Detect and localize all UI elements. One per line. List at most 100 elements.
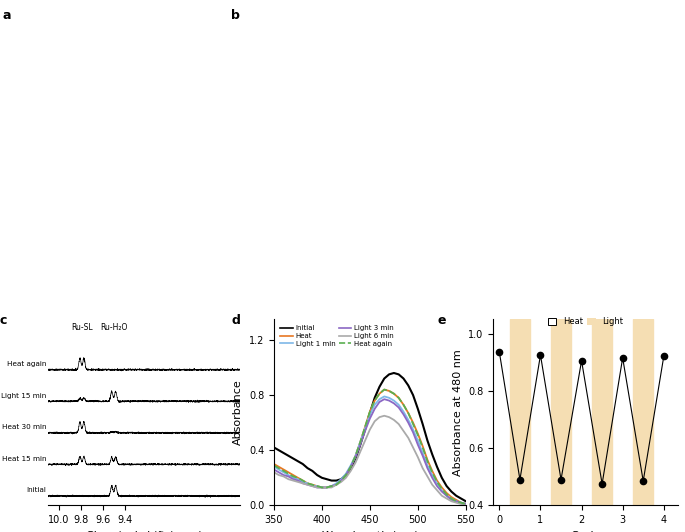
Light 3 min <box>385 397 393 404</box>
Light 1 min <box>443 493 451 499</box>
Light 1 min <box>452 498 460 504</box>
Light 3 min <box>323 484 331 491</box>
Initial <box>308 468 316 474</box>
Initial <box>351 455 360 462</box>
Light 3 min <box>337 477 345 484</box>
Light 1 min <box>356 439 364 445</box>
Initial <box>428 451 436 458</box>
Initial <box>289 455 297 462</box>
X-axis label: Wavelength (nm): Wavelength (nm) <box>321 531 419 532</box>
Initial <box>462 498 470 504</box>
Light 1 min <box>284 472 292 478</box>
Heat <box>414 430 422 437</box>
Heat again <box>380 386 388 393</box>
Heat <box>308 481 316 488</box>
Light 1 min <box>457 500 465 506</box>
Light 1 min <box>447 495 456 502</box>
Initial <box>299 461 307 467</box>
Heat again <box>342 472 350 478</box>
Heat <box>380 386 388 393</box>
Light 6 min <box>414 454 422 460</box>
Heat <box>289 472 297 478</box>
Heat again <box>351 453 360 459</box>
Heat again <box>419 444 427 451</box>
Light 3 min <box>318 484 326 491</box>
Heat <box>279 467 288 473</box>
Light 3 min <box>327 483 336 489</box>
Light 3 min <box>409 429 417 436</box>
Light 1 min <box>327 483 336 489</box>
Light 3 min <box>462 501 470 507</box>
Heat again <box>404 410 412 416</box>
Heat <box>462 501 470 507</box>
Light 1 min <box>399 409 408 415</box>
Initial <box>390 370 398 376</box>
Heat again <box>375 390 384 397</box>
Light 6 min <box>433 487 441 493</box>
Light 6 min <box>385 414 393 420</box>
Light 3 min <box>303 481 312 488</box>
Light 6 min <box>371 418 379 425</box>
Light 3 min <box>275 469 283 476</box>
Initial <box>318 475 326 481</box>
Light 6 min <box>409 444 417 451</box>
Light 6 min <box>313 484 321 491</box>
Light 3 min <box>438 488 446 495</box>
Light 1 min <box>462 501 470 507</box>
Heat again <box>366 409 374 415</box>
Heat again <box>279 468 288 474</box>
Light 1 min <box>366 411 374 418</box>
Line: Heat: Heat <box>274 389 466 504</box>
Heat again <box>447 495 456 502</box>
Light 1 min <box>299 479 307 485</box>
Text: Heat 30 min: Heat 30 min <box>1 425 46 430</box>
Line: Initial: Initial <box>274 373 466 501</box>
Initial <box>356 442 364 448</box>
Text: Initial: Initial <box>26 487 46 493</box>
Heat again <box>318 484 326 491</box>
Light 3 min <box>313 484 321 491</box>
Light 3 min <box>375 399 384 405</box>
Heat <box>443 490 451 496</box>
Light 1 min <box>303 480 312 487</box>
Light 3 min <box>366 415 374 422</box>
Text: Light 15 min: Light 15 min <box>1 393 46 398</box>
Heat again <box>299 477 307 484</box>
Heat again <box>337 477 345 484</box>
Initial <box>438 475 446 481</box>
Initial <box>409 392 417 398</box>
Heat <box>318 484 326 491</box>
Light 6 min <box>462 502 470 509</box>
Text: Ru-H₂O: Ru-H₂O <box>100 323 127 332</box>
Light 1 min <box>342 470 350 477</box>
Heat <box>299 477 307 484</box>
Initial <box>279 450 288 456</box>
Y-axis label: Absorbance: Absorbance <box>234 379 243 445</box>
Heat again <box>438 486 446 492</box>
Light 1 min <box>332 480 340 487</box>
Light 1 min <box>323 484 331 491</box>
Light 6 min <box>380 412 388 419</box>
Heat <box>390 390 398 397</box>
Light 1 min <box>385 395 393 401</box>
Heat <box>347 463 355 470</box>
Heat <box>409 419 417 426</box>
Light 3 min <box>433 483 441 489</box>
Initial <box>443 483 451 489</box>
Legend: Heat, Light: Heat, Light <box>545 314 627 330</box>
Light 3 min <box>347 463 355 470</box>
Heat again <box>289 473 297 480</box>
Heat <box>375 390 384 397</box>
Light 3 min <box>284 473 292 480</box>
Heat again <box>270 462 278 469</box>
Heat again <box>294 475 302 481</box>
Heat <box>399 402 408 408</box>
Light 6 min <box>375 414 384 420</box>
Light 3 min <box>390 400 398 406</box>
Light 6 min <box>337 479 345 485</box>
Light 6 min <box>308 483 316 489</box>
Light 1 min <box>409 426 417 433</box>
Heat again <box>457 500 465 506</box>
Light 1 min <box>419 450 427 456</box>
Light 3 min <box>443 493 451 499</box>
